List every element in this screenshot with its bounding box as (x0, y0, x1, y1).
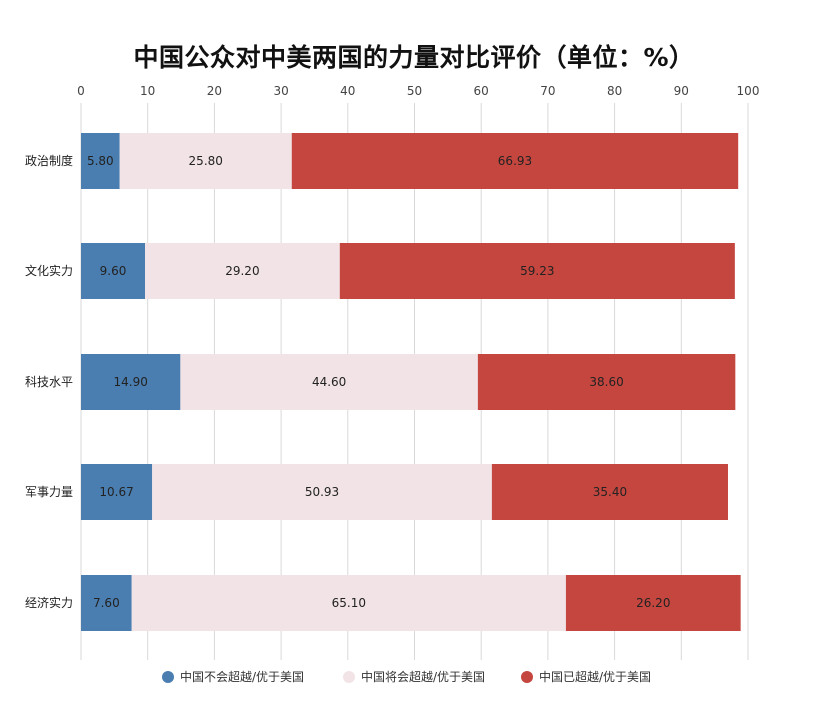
category-label: 军事力量 (25, 485, 73, 499)
data-label: 25.80 (189, 154, 223, 168)
bar-segment (152, 464, 492, 520)
x-tick-label: 100 (737, 84, 760, 98)
data-label: 35.40 (593, 485, 627, 499)
category-label: 文化实力 (25, 263, 73, 278)
data-label: 59.23 (520, 264, 554, 278)
x-tick-label: 50 (407, 84, 422, 98)
x-tick-label: 60 (474, 84, 489, 98)
data-label: 26.20 (636, 596, 670, 610)
x-tick-label: 70 (540, 84, 555, 98)
bar-segment (565, 575, 741, 631)
legend-label: 中国不会超越/优于美国 (180, 669, 304, 684)
legend-marker (521, 671, 533, 683)
bar-segment (81, 464, 153, 520)
data-label: 9.60 (100, 264, 127, 278)
data-label: 50.93 (305, 485, 339, 499)
x-tick-label: 20 (207, 84, 222, 98)
data-label: 7.60 (93, 596, 120, 610)
x-tick-label: 0 (77, 84, 85, 98)
category-label: 科技水平 (25, 375, 73, 389)
bar-segment (477, 354, 736, 410)
data-label: 38.60 (589, 375, 623, 389)
x-tick-label: 90 (674, 84, 689, 98)
x-tick-label: 30 (273, 84, 288, 98)
bar-segment (81, 133, 120, 189)
data-label: 29.20 (225, 264, 259, 278)
data-label: 44.60 (312, 375, 346, 389)
x-tick-label: 40 (340, 84, 355, 98)
legend-marker (162, 671, 174, 683)
data-label: 14.90 (114, 375, 148, 389)
bar-segment (81, 575, 132, 631)
bar-segment (145, 243, 340, 299)
category-label: 经济实力 (25, 595, 73, 610)
chart-title: 中国公众对中美两国的力量对比评价（单位：%） (133, 43, 695, 72)
bar-segment (119, 133, 292, 189)
bar-segment (81, 243, 146, 299)
x-tick-label: 10 (140, 84, 155, 98)
data-label: 10.67 (99, 485, 133, 499)
bar-segment (339, 243, 735, 299)
legend-label: 中国将会超越/优于美国 (361, 669, 485, 684)
data-label: 66.93 (498, 154, 532, 168)
bar-segment (81, 354, 181, 410)
legend-label: 中国已超越/优于美国 (539, 669, 651, 684)
bar-segment (291, 133, 739, 189)
bar-segment (491, 464, 728, 520)
bar-segment (180, 354, 478, 410)
bar-segment (131, 575, 566, 631)
x-tick-label: 80 (607, 84, 622, 98)
data-label: 5.80 (87, 154, 114, 168)
category-label: 政治制度 (25, 153, 73, 168)
legend-marker (343, 671, 355, 683)
data-label: 65.10 (332, 596, 366, 610)
